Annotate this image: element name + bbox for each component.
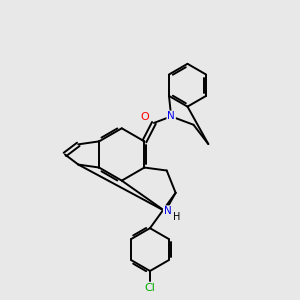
Text: O: O: [140, 112, 149, 122]
Text: Cl: Cl: [145, 283, 155, 293]
Text: H: H: [173, 212, 180, 222]
Text: N: N: [164, 206, 172, 216]
Text: N: N: [167, 111, 175, 122]
